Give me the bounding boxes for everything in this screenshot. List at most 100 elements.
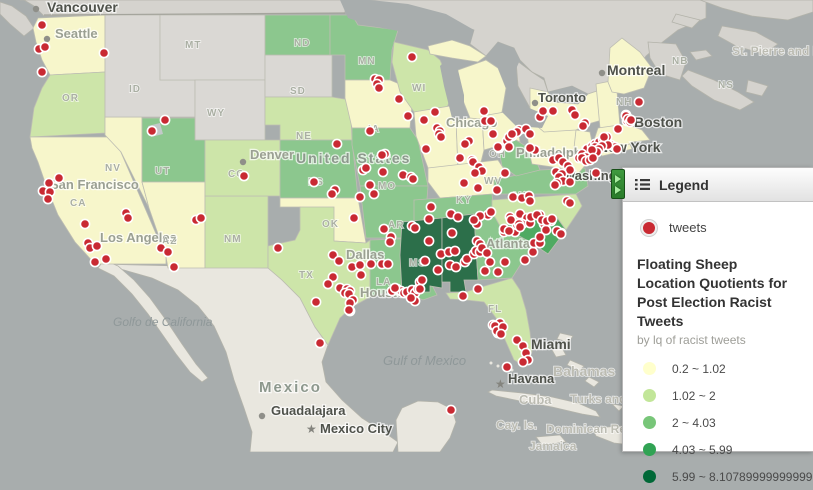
map-label: NM — [224, 234, 242, 245]
jamaica-island — [535, 434, 567, 446]
tweet-dot — [555, 228, 567, 240]
tweet-dot — [445, 404, 457, 416]
choropleth-subtitle: by lq of racist tweets — [637, 333, 746, 347]
tweet-dot — [39, 41, 51, 53]
map-label: Guadalajara — [271, 403, 346, 418]
tweet-dot — [499, 167, 511, 179]
tweet-dot — [326, 188, 338, 200]
tweet-dot — [452, 211, 464, 223]
tweet-dot — [524, 142, 536, 154]
tweet-dot — [450, 261, 462, 273]
tweet-dot — [159, 114, 171, 126]
tweet-dot — [393, 93, 405, 105]
capital-star-marker: ★ — [306, 422, 317, 436]
class-label: 0.2 ~ 1.02 — [672, 361, 726, 376]
tweet-dot — [435, 131, 447, 143]
map-label: St. Pierre and M — [732, 44, 813, 58]
class-label: 1.02 ~ 2 — [672, 388, 716, 403]
lake-huron — [486, 42, 520, 88]
tweet-dot — [503, 141, 515, 153]
legend-title: Legend — [659, 176, 709, 193]
tweet-dot — [425, 201, 437, 213]
baja-california — [97, 259, 209, 383]
map-label: MO — [378, 181, 396, 192]
tweet-dot — [43, 177, 55, 189]
tweet-dot — [423, 213, 435, 225]
tweet-dot-swatch — [643, 221, 655, 234]
map-label: San Francisco — [50, 177, 139, 192]
class-label: 4.03 ~ 5.99 — [672, 442, 733, 457]
tweet-dot — [420, 143, 432, 155]
map-label: Dominican Rep — [546, 422, 633, 436]
map-label: Seattle — [55, 26, 98, 41]
tweet-dot — [373, 82, 385, 94]
tweet-dot — [468, 214, 480, 226]
choropleth-class-row: 2 ~ 4.03 — [637, 409, 799, 436]
map-label: Vancouver — [47, 0, 118, 15]
map-label: NE — [296, 131, 312, 142]
tweet-dot — [407, 173, 419, 185]
tweet-dot — [524, 195, 536, 207]
tweet-dot — [79, 218, 91, 230]
legend-collapse-button[interactable] — [611, 169, 625, 199]
map-label: UT — [155, 166, 170, 177]
tweet-dot — [499, 256, 511, 268]
city-dot-marker — [531, 99, 539, 107]
tweet-dot — [418, 114, 430, 126]
tweet-dot — [354, 191, 366, 203]
tweet-dot — [314, 337, 326, 349]
cuba-island — [487, 389, 601, 418]
labrador — [699, 0, 813, 21]
tweet-dot — [42, 193, 54, 205]
tweet-dot — [364, 125, 376, 137]
tweet-dot — [36, 19, 48, 31]
map-label: CA — [70, 198, 86, 209]
tweet-dot — [322, 278, 334, 290]
city-dot-marker — [43, 35, 51, 43]
bahamas-island — [566, 359, 585, 372]
tweet-dot — [449, 245, 461, 257]
tweet-dot — [389, 282, 401, 294]
tweets-label: tweets — [669, 220, 707, 235]
map-label: Atlanta — [486, 236, 531, 251]
tweet-dot — [564, 176, 576, 188]
tweet-dot — [487, 128, 499, 140]
tweet-dot — [331, 138, 343, 150]
tweet-dot — [378, 223, 390, 235]
tweet-dot — [569, 109, 581, 121]
tweet-dot — [377, 166, 389, 178]
tweet-dot — [146, 125, 158, 137]
tweet-dot — [364, 179, 376, 191]
tweet-dot — [492, 266, 504, 278]
bahamas-island — [556, 332, 574, 343]
state-IA — [344, 79, 414, 129]
map-label: Mexico — [259, 379, 322, 396]
tweet-dot — [162, 246, 174, 258]
tweet-dot — [485, 206, 497, 218]
choropleth-class-row: 0.2 ~ 1.02 — [637, 355, 799, 382]
map-label: Montreal — [607, 62, 665, 78]
tweet-dot — [100, 253, 112, 265]
legend-list-icon — [635, 179, 650, 190]
class-color-swatch — [643, 389, 656, 402]
map-label: AR — [388, 220, 404, 231]
tweet-dot — [478, 105, 490, 117]
city-dot-marker — [32, 5, 40, 13]
map-label: ID — [129, 84, 141, 95]
state-NM — [204, 195, 269, 269]
tweet-dot — [36, 66, 48, 78]
map-label: MT — [185, 40, 201, 51]
state-ME — [607, 37, 653, 95]
canada-west — [20, 0, 346, 17]
tweet-dot — [310, 296, 322, 308]
map-label: LA — [376, 277, 391, 288]
map-label: Golfo de California — [113, 315, 213, 329]
map-label: Jamaica — [529, 439, 577, 452]
tweet-dot — [612, 123, 624, 135]
legend-header[interactable]: Legend — [623, 168, 813, 202]
anticosti-island — [671, 13, 701, 29]
tweet-dot — [457, 290, 469, 302]
map-canvas[interactable]: VancouverSeattleMontrealTorontoBostonNew… — [0, 0, 813, 452]
choropleth-class-row: 4.03 ~ 5.99 — [637, 436, 799, 463]
class-label: 5.99 ~ 8.107899999999999 — [672, 469, 813, 484]
